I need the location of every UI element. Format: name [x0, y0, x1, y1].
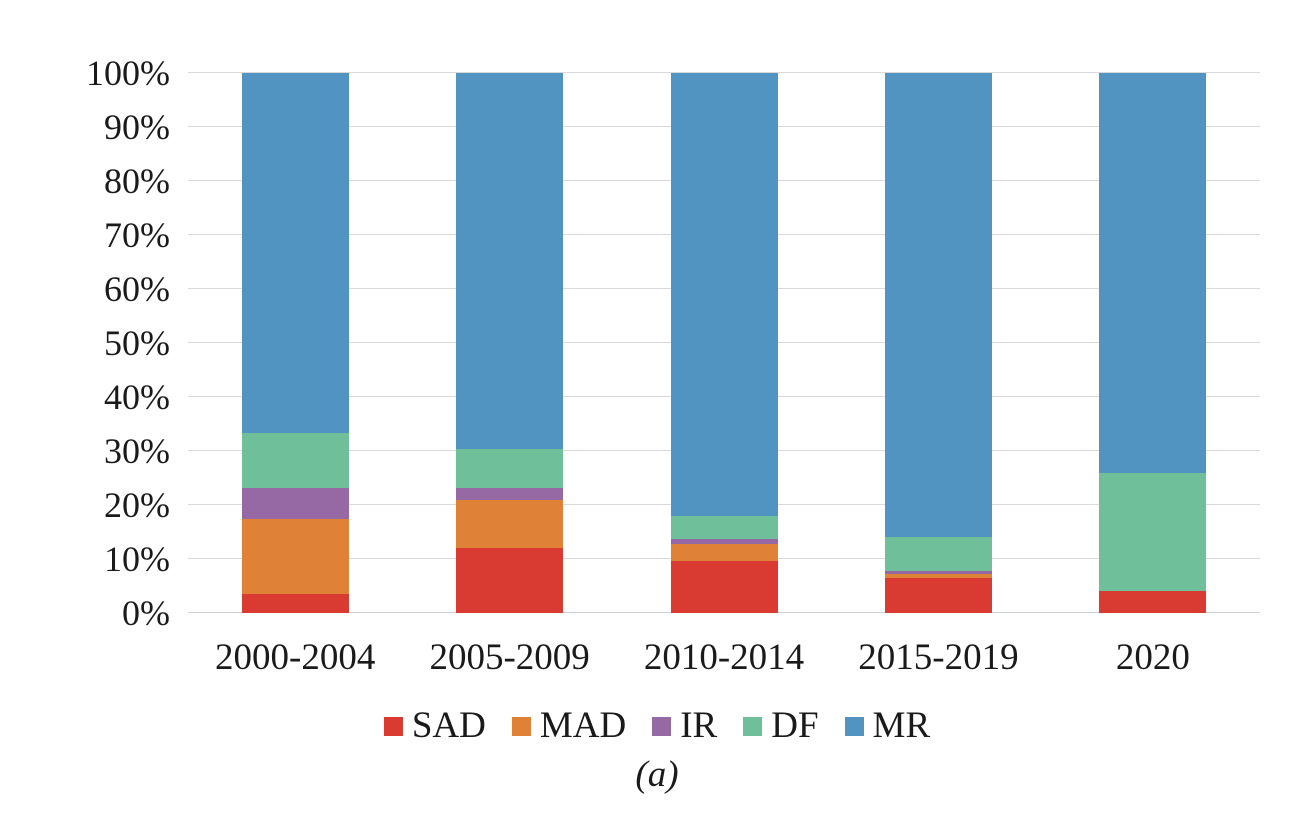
legend-item-ir: IR — [652, 706, 717, 746]
legend-swatch-icon — [743, 716, 763, 736]
y-axis-tick-label: 80% — [104, 161, 170, 201]
stacked-bar-2005-2009 — [456, 73, 564, 613]
x-axis-category-label: 2010-2014 — [643, 637, 805, 678]
bar-segment-sad — [670, 561, 778, 613]
bar-segment-mr — [456, 73, 564, 449]
bar-segment-ir — [241, 488, 349, 520]
bar-segment-df — [241, 433, 349, 489]
bar-segment-sad — [884, 577, 992, 613]
y-axis: 0% 10% 20% 30% 40% 50% 60% 70% 80% 90% 100% — [0, 55, 170, 631]
bar-segment-sad — [241, 594, 349, 613]
bar-segment-ir — [884, 570, 992, 575]
stacked-bar-2000-2004 — [241, 73, 349, 613]
bar-slot-2000-2004 — [188, 73, 402, 613]
legend-item-sad: SAD — [383, 705, 486, 746]
x-axis-category-label: 2000-2004 — [215, 637, 376, 678]
bar-slot-2010-2014 — [617, 73, 831, 613]
bar-segment-mr — [241, 73, 349, 434]
bar-segment-mr — [884, 73, 992, 537]
bar-segment-df — [884, 536, 992, 571]
bar-segment-mr — [670, 73, 778, 516]
figure-caption: (a) — [635, 754, 679, 795]
legend-swatch-icon — [383, 716, 403, 736]
legend-label: DF — [771, 705, 819, 746]
y-axis-tick-label: 70% — [104, 215, 170, 255]
y-axis-tick-label: 30% — [104, 431, 170, 471]
bar-segment-mr — [1099, 73, 1207, 474]
bar-slot-2020 — [1046, 73, 1260, 613]
x-axis: 2000-2004 2005-2009 2010-2014 2015-2019 2020 — [188, 638, 1260, 678]
bar-slot-2005-2009 — [402, 73, 616, 613]
plot-area — [188, 72, 1260, 613]
y-axis-tick-label: 10% — [104, 539, 170, 579]
stacked-bar-2020 — [1099, 73, 1207, 613]
y-axis-tick-label: 100% — [86, 53, 170, 93]
y-axis-tick-label: 90% — [104, 107, 170, 147]
bar-segment-mad — [456, 500, 564, 549]
bars-layer — [188, 73, 1260, 613]
y-axis-tick-label: 40% — [104, 377, 170, 417]
bar-segment-ir — [670, 539, 778, 544]
legend: SAD MAD IR DF MR — [0, 706, 1314, 746]
y-axis-tick-label: 20% — [104, 485, 170, 525]
bar-segment-df — [670, 515, 778, 540]
y-axis-tick-label: 60% — [104, 269, 170, 309]
legend-label: IR — [680, 705, 718, 746]
bar-segment-df — [1099, 473, 1207, 591]
legend-label: SAD — [411, 705, 486, 746]
legend-swatch-icon — [511, 716, 531, 736]
y-axis-tick-label: 50% — [104, 323, 170, 363]
bar-segment-df — [456, 448, 564, 489]
bar-slot-2015-2019 — [831, 73, 1045, 613]
legend-swatch-icon — [844, 716, 864, 736]
y-axis-tick-label: 0% — [122, 593, 170, 633]
legend-swatch-icon — [652, 716, 672, 736]
legend-item-mr: MR — [844, 705, 931, 746]
bar-segment-mad — [670, 543, 778, 562]
bar-segment-mad — [241, 519, 349, 595]
stacked-bar-2010-2014 — [670, 73, 778, 613]
bar-segment-mad — [884, 574, 992, 578]
x-axis-category-label: 2005-2009 — [429, 637, 590, 678]
gridline — [188, 72, 1260, 73]
bar-segment-sad — [456, 548, 564, 613]
bar-segment-sad — [1099, 590, 1207, 613]
legend-item-mad: MAD — [511, 705, 627, 746]
legend-label: MR — [872, 705, 931, 746]
bar-segment-ir — [456, 488, 564, 501]
legend-label: MAD — [539, 705, 627, 746]
legend-item-df: DF — [743, 705, 819, 746]
stacked-bar-2015-2019 — [884, 73, 992, 613]
x-axis-category-label: 2015-2019 — [858, 637, 1019, 678]
x-axis-category-label: 2020 — [1115, 637, 1190, 678]
